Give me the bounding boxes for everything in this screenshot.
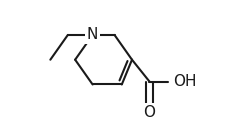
Text: N: N xyxy=(87,27,98,42)
Text: OH: OH xyxy=(173,74,196,89)
Text: O: O xyxy=(144,105,155,120)
